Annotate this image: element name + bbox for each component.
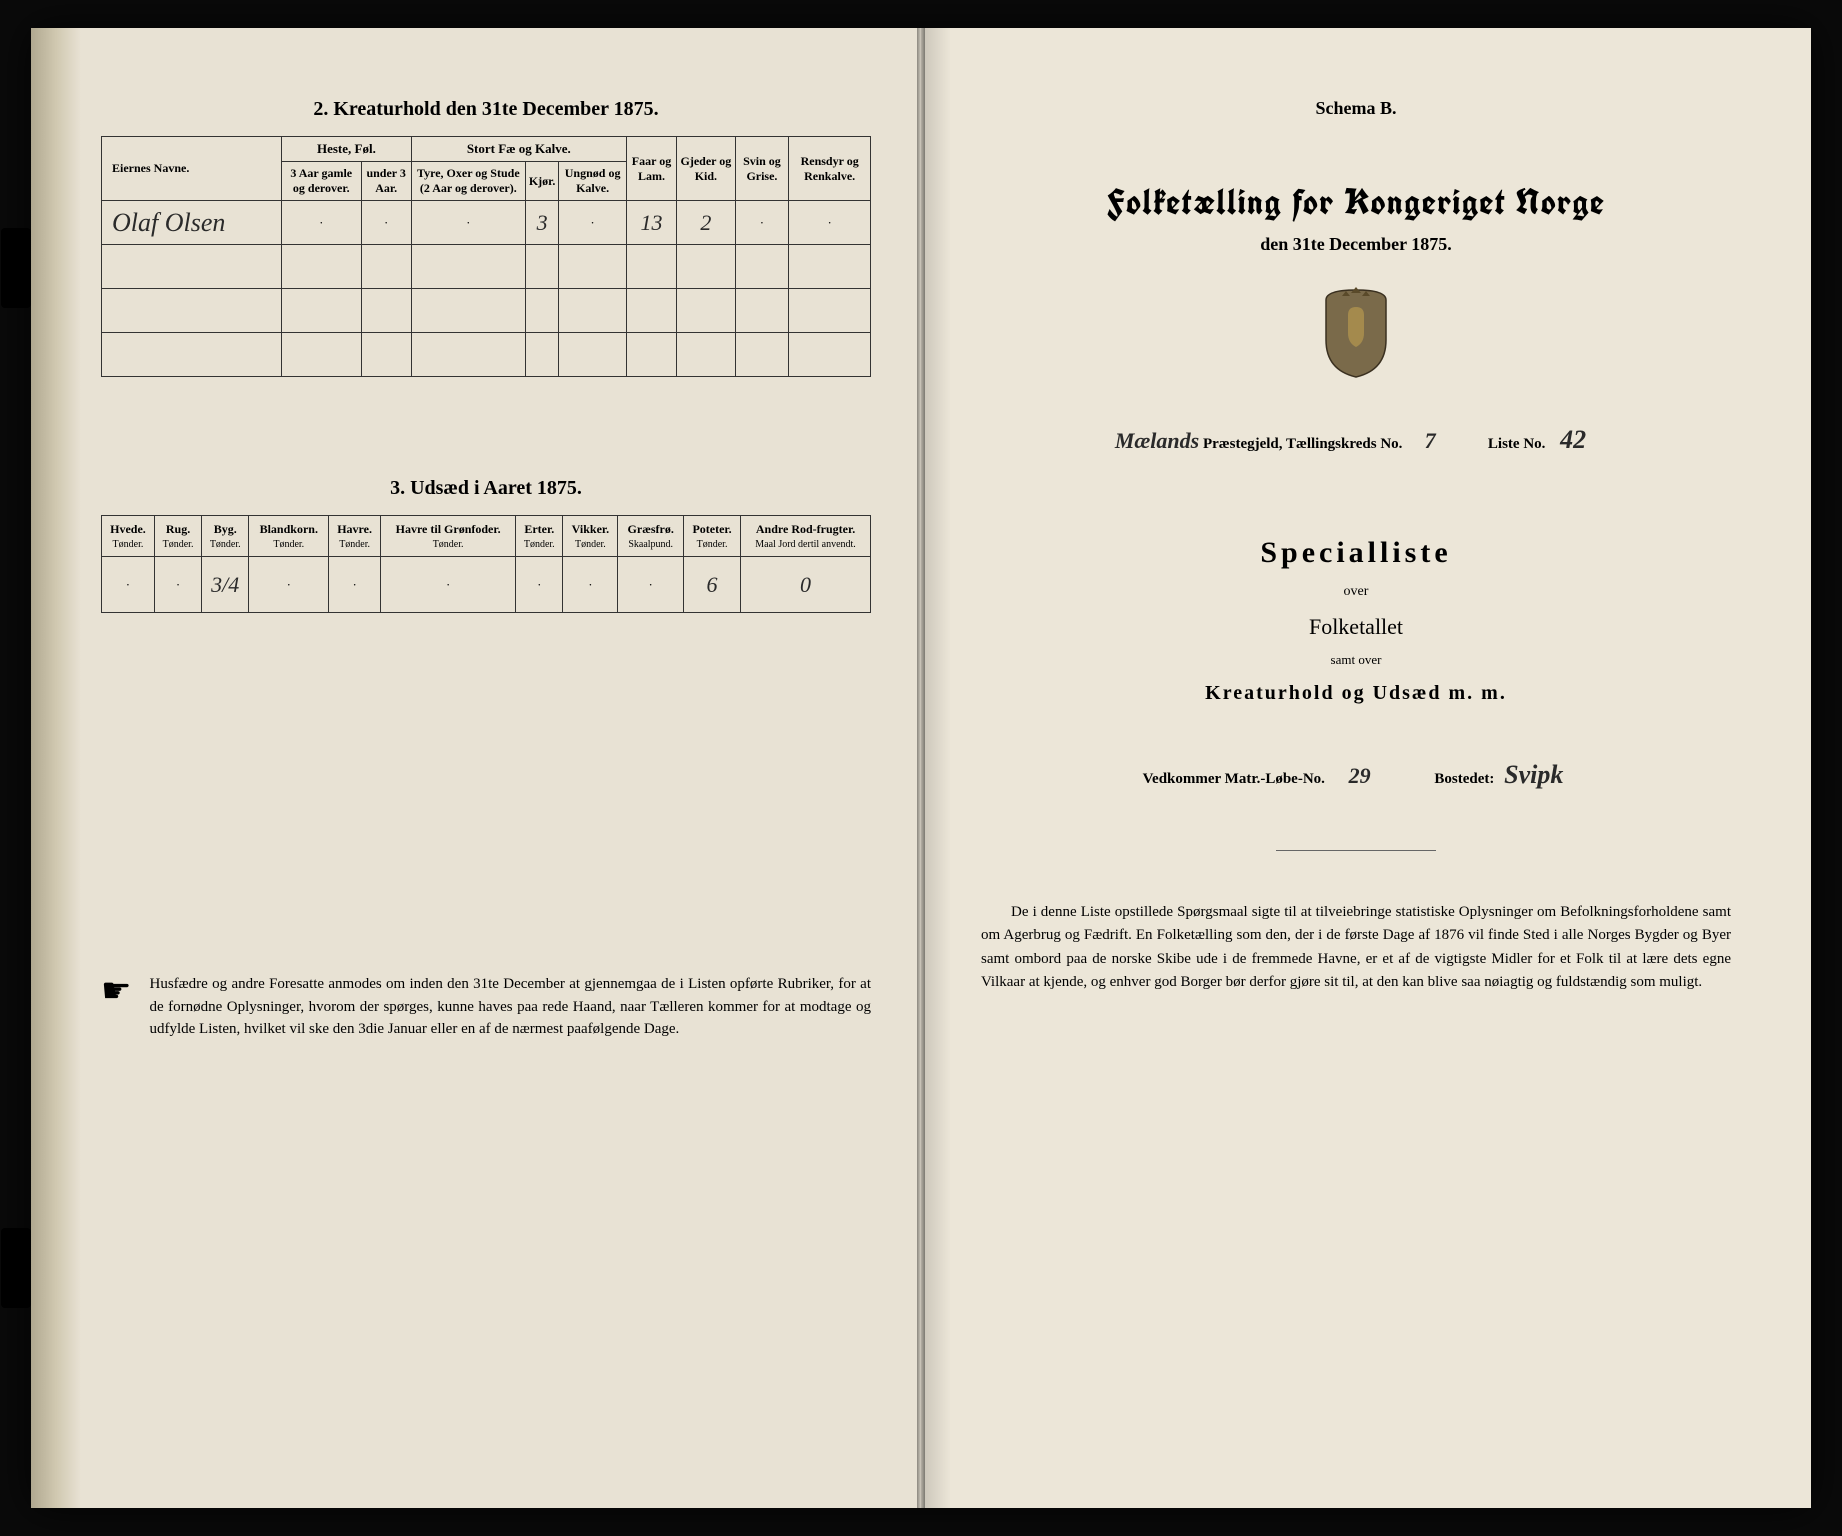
col-poteter: Poteter.Tønder. bbox=[683, 516, 740, 557]
pointing-hand-icon: ☛ bbox=[101, 975, 131, 1041]
cell: · bbox=[735, 201, 789, 245]
liste-label: Liste No. bbox=[1488, 436, 1546, 452]
kreatur-label: Kreaturhold og Udsæd m. m. bbox=[971, 682, 1741, 705]
cell: · bbox=[249, 557, 329, 613]
film-edge-mark bbox=[1, 1228, 31, 1308]
table-row: · · 3/4 · · · · · · 6 0 bbox=[102, 557, 871, 613]
footnote-text: Husfædre og andre Foresatte anmodes om i… bbox=[149, 973, 871, 1041]
col-rodfr: Andre Rod-frugter.Maal Jord dertil anven… bbox=[741, 516, 871, 557]
cell: · bbox=[381, 557, 516, 613]
col-stort-group: Stort Fæ og Kalve. bbox=[411, 137, 626, 162]
parish-label: Præstegjeld, Tællingskreds No. bbox=[1203, 436, 1402, 452]
owner-name: Olaf Olsen bbox=[112, 208, 225, 237]
main-title: Folketælling for Kongeriget Norge bbox=[971, 179, 1741, 226]
vedkommer-line: Vedkommer Matr.-Løbe-No. 29 Bostedet: Sv… bbox=[971, 760, 1741, 790]
table-row: Olaf Olsen · · · 3 · 13 2 · · bbox=[102, 201, 871, 245]
specialliste-title: Specialliste bbox=[971, 536, 1741, 570]
book-spread: 2. Kreaturhold den 31te December 1875. E… bbox=[31, 28, 1811, 1508]
cell: · bbox=[618, 557, 684, 613]
table-row bbox=[102, 333, 871, 377]
cell: · bbox=[329, 557, 381, 613]
bostedet-label: Bostedet: bbox=[1434, 771, 1494, 787]
col-graesfro: Græsfrø.Skaalpund. bbox=[618, 516, 684, 557]
kreds-no: 7 bbox=[1410, 428, 1450, 455]
cell: · bbox=[411, 201, 525, 245]
col-havre-gron: Havre til Grønfoder.Tønder. bbox=[381, 516, 516, 557]
col-hvede: Hvede.Tønder. bbox=[102, 516, 155, 557]
col-blandkorn: Blandkorn.Tønder. bbox=[249, 516, 329, 557]
book-spine bbox=[917, 28, 925, 1508]
col-havre: Havre.Tønder. bbox=[329, 516, 381, 557]
sub-title: den 31te December 1875. bbox=[971, 234, 1741, 255]
liste-no: 42 bbox=[1553, 425, 1593, 456]
col-name: Eiernes Navne. bbox=[102, 137, 282, 201]
cell: 13 bbox=[641, 210, 663, 235]
col-svin: Svin og Grise. bbox=[735, 137, 789, 201]
cell: · bbox=[154, 557, 201, 613]
col-vikker: Vikker.Tønder. bbox=[563, 516, 618, 557]
udsaed-table: Hvede.Tønder. Rug.Tønder. Byg.Tønder. Bl… bbox=[101, 515, 871, 613]
col-erter: Erter.Tønder. bbox=[516, 516, 563, 557]
cell: · bbox=[559, 201, 626, 245]
col-gjeder: Gjeder og Kid. bbox=[677, 137, 735, 201]
col-faar: Faar og Lam. bbox=[626, 137, 676, 201]
cell: · bbox=[789, 201, 871, 245]
section3-title: 3. Udsæd i Aaret 1875. bbox=[101, 477, 871, 500]
cell: 3/4 bbox=[211, 572, 239, 597]
col-heste-group: Heste, Føl. bbox=[282, 137, 412, 162]
schema-label: Schema B. bbox=[971, 98, 1741, 119]
col-byg: Byg.Tønder. bbox=[202, 516, 249, 557]
cell: 3 bbox=[537, 210, 548, 235]
coat-of-arms-icon bbox=[971, 285, 1741, 385]
samt-label: samt over bbox=[971, 652, 1741, 668]
col-stort-a: Tyre, Oxer og Stude (2 Aar og derover). bbox=[411, 162, 525, 201]
cell: · bbox=[516, 557, 563, 613]
col-heste-a: 3 Aar gamle og derover. bbox=[282, 162, 362, 201]
cell: · bbox=[282, 201, 362, 245]
cell: · bbox=[563, 557, 618, 613]
cell: · bbox=[102, 557, 155, 613]
table-row bbox=[102, 289, 871, 333]
bottom-paragraph: De i denne Liste opstillede Spørgsmaal s… bbox=[971, 901, 1741, 994]
col-stort-c: Ungnød og Kalve. bbox=[559, 162, 626, 201]
parish-name: Mælands bbox=[1115, 428, 1199, 453]
col-stort-b: Kjør. bbox=[525, 162, 559, 201]
footnote: ☛ Husfædre og andre Foresatte anmodes om… bbox=[101, 973, 871, 1041]
over-label: over bbox=[971, 584, 1741, 600]
horizontal-rule bbox=[1276, 850, 1436, 851]
section2-title: 2. Kreaturhold den 31te December 1875. bbox=[101, 98, 871, 121]
parish-line: Mælands Præstegjeld, Tællingskreds No. 7… bbox=[971, 425, 1741, 456]
cell: 2 bbox=[700, 210, 711, 235]
col-ren: Rensdyr og Renkalve. bbox=[789, 137, 871, 201]
bostedet-value: Svipk bbox=[1504, 760, 1563, 790]
folketallet-label: Folketallet bbox=[971, 614, 1741, 640]
col-heste-b: under 3 Aar. bbox=[361, 162, 411, 201]
matr-no: 29 bbox=[1335, 763, 1385, 789]
table-row bbox=[102, 245, 871, 289]
left-page: 2. Kreaturhold den 31te December 1875. E… bbox=[31, 28, 921, 1508]
col-rug: Rug.Tønder. bbox=[154, 516, 201, 557]
kreaturhold-table: Eiernes Navne. Heste, Føl. Stort Fæ og K… bbox=[101, 136, 871, 377]
cell: 6 bbox=[707, 572, 718, 597]
matr-label: Vedkommer Matr.-Løbe-No. bbox=[1143, 771, 1325, 787]
cell: 0 bbox=[800, 572, 811, 597]
film-edge-mark bbox=[1, 228, 31, 308]
cell: · bbox=[361, 201, 411, 245]
right-page: Schema B. Folketælling for Kongeriget No… bbox=[921, 28, 1811, 1508]
